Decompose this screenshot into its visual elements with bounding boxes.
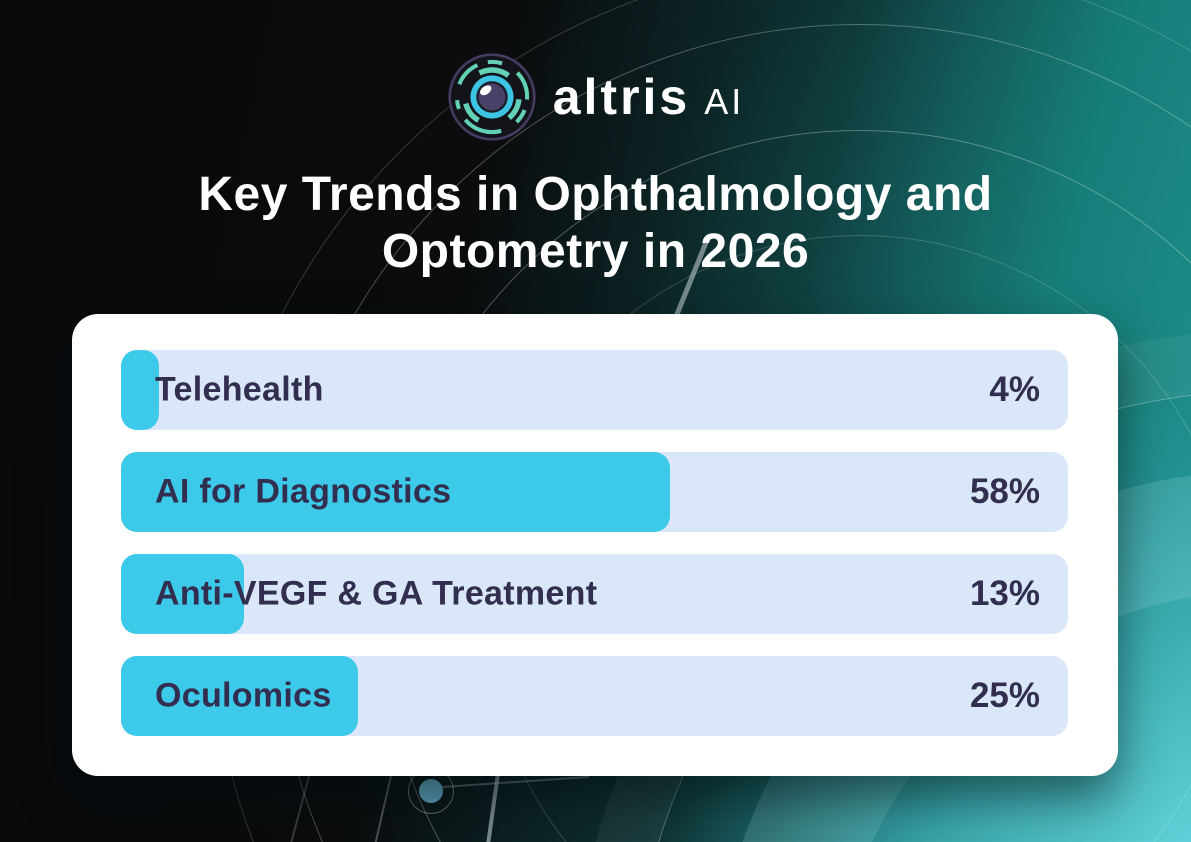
decorative-line <box>441 775 589 789</box>
page-title: Key Trends in Ophthalmology and Optometr… <box>0 166 1191 280</box>
brand-text: altris <box>552 69 691 125</box>
brand-suffix-text: AI <box>704 81 745 122</box>
bar-label: Oculomics <box>155 676 332 715</box>
bar-label: Anti-VEGF & GA Treatment <box>155 574 598 613</box>
decorative-line <box>289 767 312 842</box>
bar-label: AI for Diagnostics <box>155 472 452 511</box>
bar-fill <box>121 452 671 532</box>
decorative-node-dot <box>419 779 443 803</box>
bar-label: Telehealth <box>155 370 324 409</box>
bar-row: Anti-VEGF & GA Treatment 13% <box>121 554 1068 634</box>
title-line-1: Key Trends in Ophthalmology and <box>198 168 993 221</box>
altris-logo: altris AI <box>0 52 1191 142</box>
bar-value: 4% <box>989 370 1040 409</box>
title-line-2: Optometry in 2026 <box>381 225 810 278</box>
bar-row: Oculomics 25% <box>121 656 1068 736</box>
wordmark: altris AI <box>553 72 745 122</box>
bar-value: 13% <box>969 574 1040 613</box>
bar-fill <box>121 656 358 736</box>
bar-row: AI for Diagnostics 58% <box>121 452 1068 532</box>
bar-value: 25% <box>969 676 1040 715</box>
bar-fill <box>121 350 159 430</box>
chart-card: Telehealth 4% AI for Diagnostics 58% Anti-VE… <box>72 314 1118 776</box>
eye-lens-icon <box>448 53 536 141</box>
bar-row: Telehealth 4% <box>121 350 1068 430</box>
bar-value: 58% <box>969 472 1040 511</box>
bar-fill <box>121 554 245 634</box>
